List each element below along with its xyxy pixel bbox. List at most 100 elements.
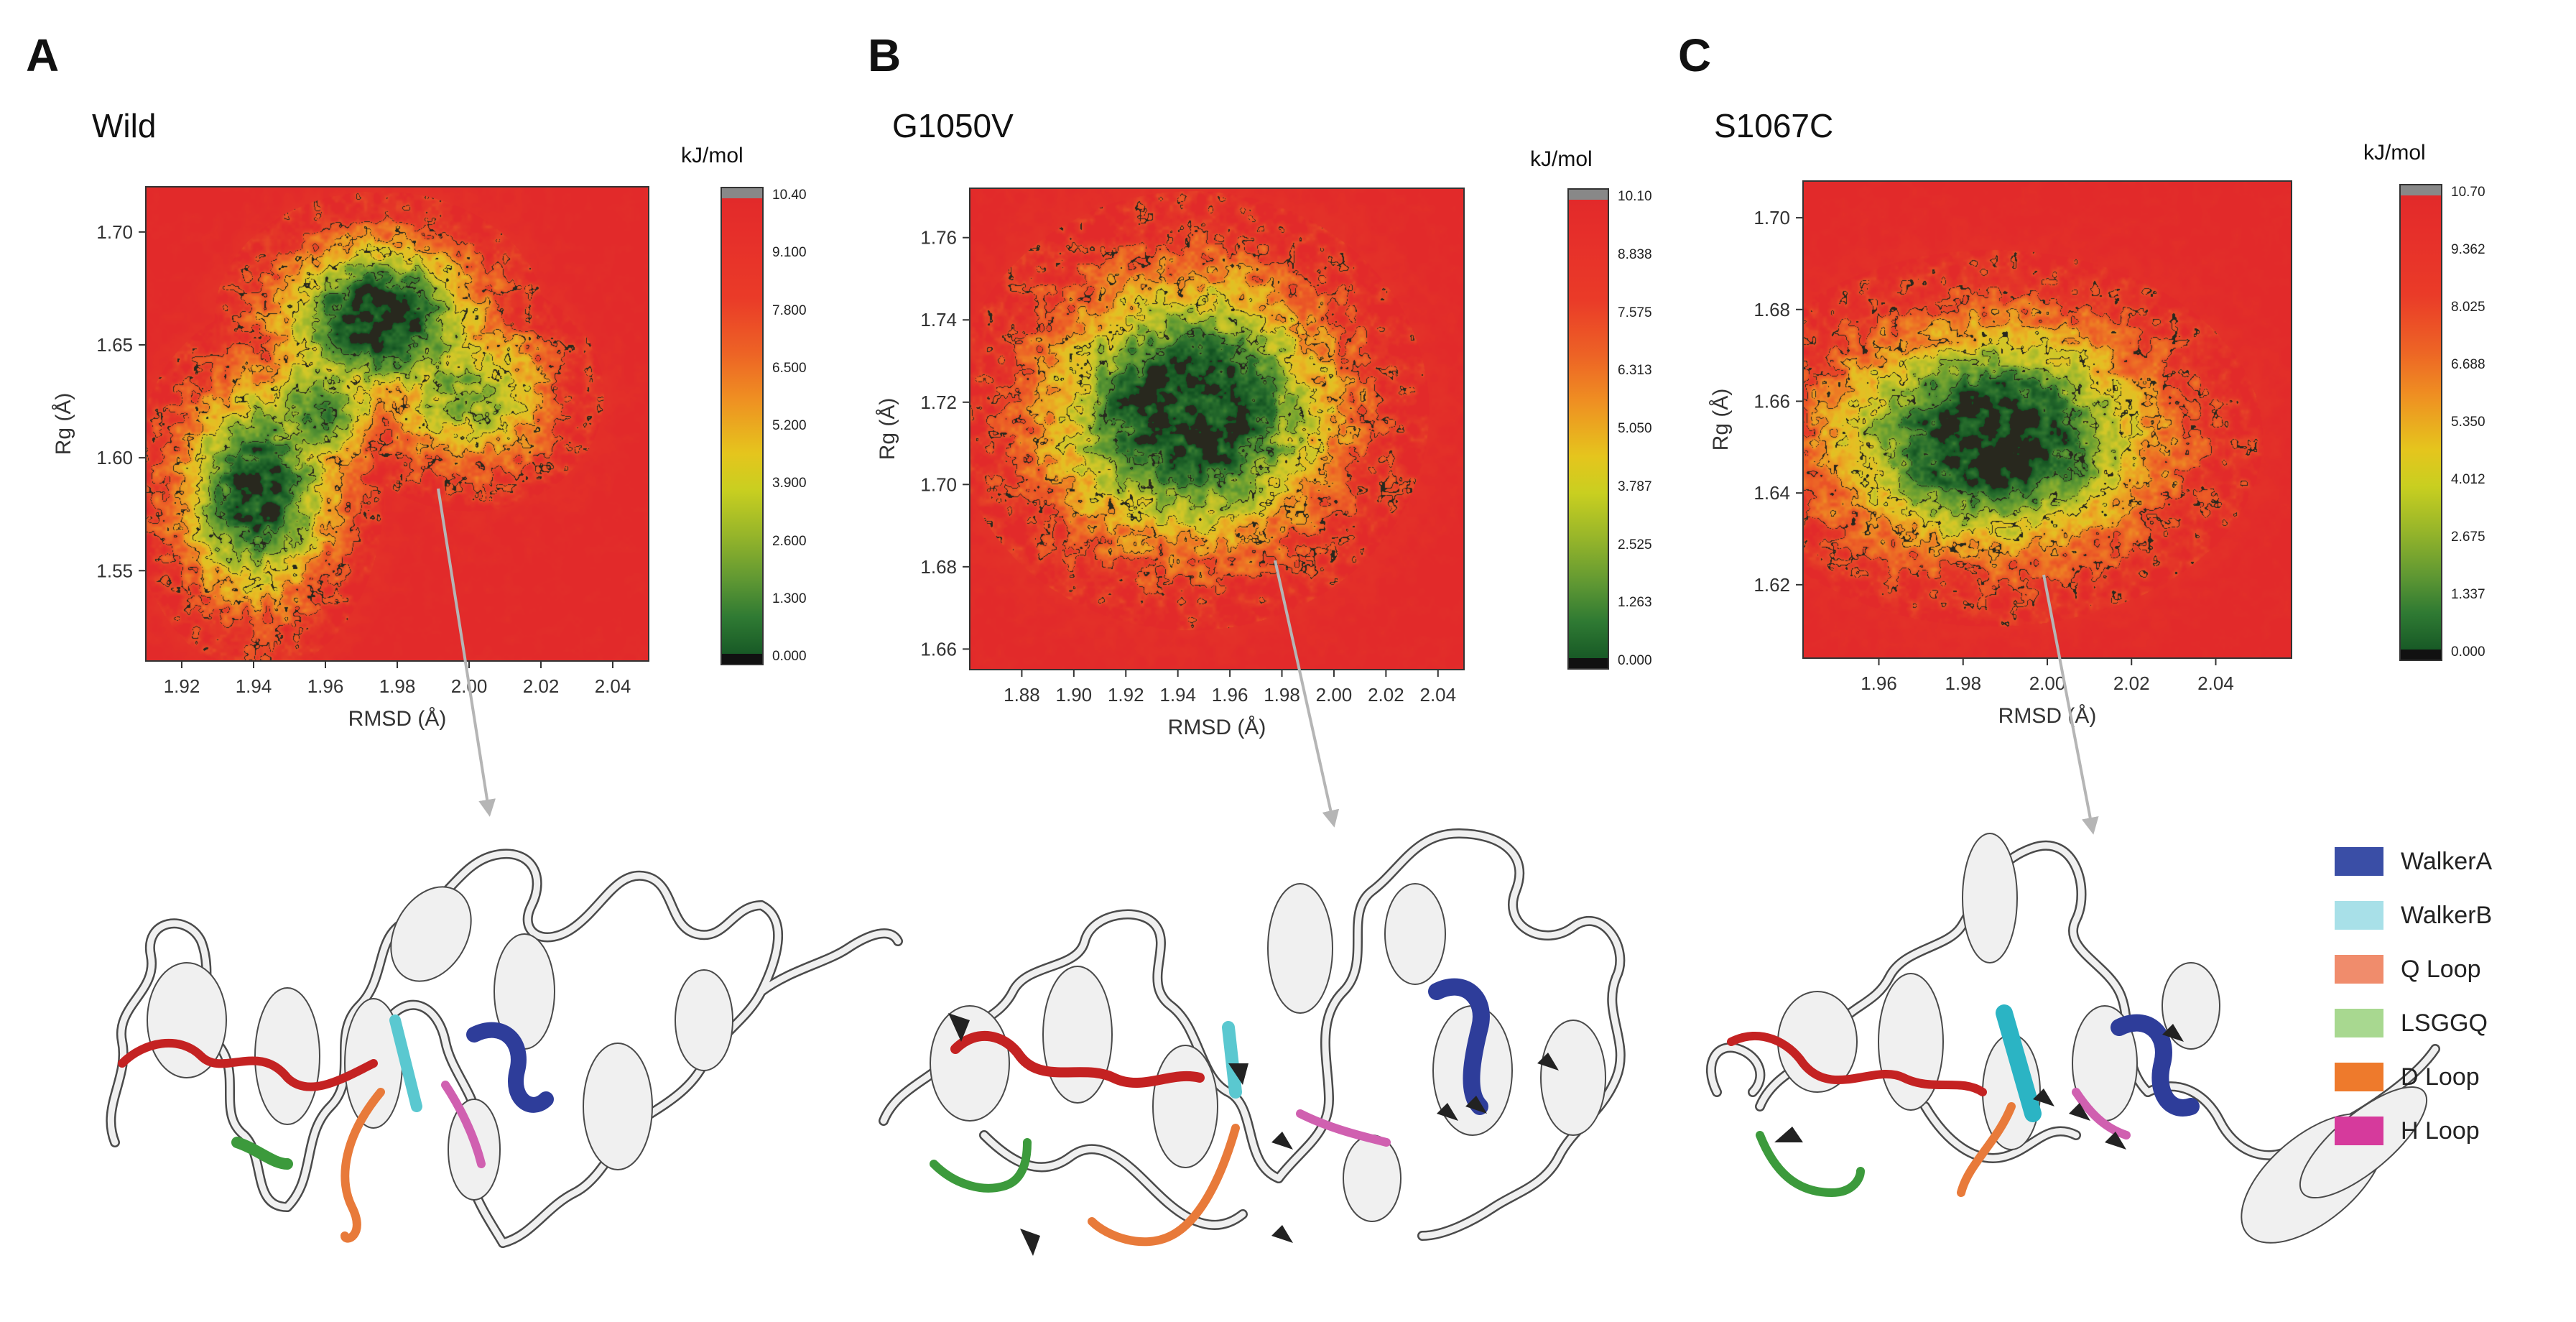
x-tick-label: 1.98 [379, 675, 416, 697]
panel-title: S1067C [1714, 107, 1834, 144]
y-tick-label: 1.70 [1753, 207, 1790, 228]
segment-blue [1428, 978, 1490, 1115]
colorbar-tick-label: 1.263 [1618, 595, 1652, 611]
segment-orange [1088, 1124, 1240, 1247]
colorbar-tick-label: 10.10 [1618, 189, 1652, 204]
protein-structure-s1067c [1705, 833, 2440, 1244]
legend-swatch [2335, 1117, 2383, 1145]
panel-c: C S1067C 1.62 1.64 1.66 1.68 1.70 1.96 1.98 2.… [1674, 0, 2521, 1322]
colorbar-tick-label: 6.688 [2451, 357, 2485, 372]
colorbar-tick-label: 3.787 [1618, 479, 1652, 494]
colorbar-title: kJ/mol [1530, 147, 1593, 171]
x-tick-label: 2.02 [1368, 684, 1404, 706]
colorbar-tick-label: 3.900 [772, 476, 807, 491]
y-tick-label: 1.74 [920, 309, 957, 330]
annotation-arrow [2162, 1024, 2184, 1042]
x-axis-label: RMSD (Å) [1168, 716, 1266, 739]
heatmap-frame [145, 186, 649, 662]
colorbar-title: kJ/mol [2363, 141, 2426, 165]
connector-arrow-c [2042, 574, 2099, 835]
x-tick-label: 1.94 [1159, 684, 1196, 706]
x-tick-label: 2.00 [2029, 672, 2066, 694]
y-tick-label: 1.65 [96, 334, 133, 356]
y-axis-label: Rg (Å) [876, 398, 899, 461]
y-tick-labels: 1.66 1.68 1.70 1.72 1.74 1.76 [920, 227, 970, 660]
x-tick-labels: 1.921.941.961.982.002.022.04 [164, 661, 631, 697]
y-tick-label: 1.68 [920, 556, 957, 578]
x-tick-label: 1.88 [1004, 684, 1040, 706]
free-energy-heatmap [146, 187, 649, 661]
colorbar-tick-label: 7.800 [772, 302, 807, 318]
annotation-arrow [2105, 1132, 2126, 1150]
colorbar [721, 187, 764, 665]
segment-cyan [1222, 1021, 1242, 1099]
colorbar [1567, 188, 1609, 670]
segment-cyan [389, 1014, 422, 1112]
colorbar-gradient [722, 198, 762, 654]
annotation-arrow [1271, 1225, 1293, 1243]
x-tick-label: 2.04 [2197, 672, 2234, 694]
legend-item-d-loop: D Loop [2335, 1060, 2550, 1096]
x-tick-label: 1.92 [164, 675, 200, 697]
y-tick-label: 1.68 [1753, 299, 1790, 320]
x-tick-labels: 1.88 1.90 1.92 1.94 1.96 1.98 2.00 2.02 2.04 [1004, 670, 1456, 706]
colorbar-tick-label: 9.362 [2451, 242, 2485, 257]
x-tick-label: 2.02 [523, 675, 560, 697]
colorbar-tick-label: 0.000 [772, 649, 807, 664]
colorbar-min-cap [722, 654, 762, 664]
segment-green [930, 1138, 1032, 1193]
panel-b: B G1050V 1.66 1.68 1.70 1.72 1.74 1.76 1.88 1.… [848, 0, 1695, 1322]
protein-structure-g1050v [879, 828, 1626, 1256]
x-tick-label: 1.90 [1056, 684, 1093, 706]
legend-label: WalkerB [2401, 902, 2493, 929]
legend-swatch [2335, 1009, 2383, 1037]
y-tick-label: 1.60 [96, 447, 133, 468]
free-energy-heatmap [1803, 181, 2292, 658]
colorbar-gradient [1569, 200, 1608, 658]
y-tick-label: 1.70 [920, 473, 957, 495]
legend-item-walkera: WalkerA [2335, 844, 2550, 880]
colorbar-tick-label: 2.525 [1618, 537, 1652, 553]
segment-blue [466, 1022, 554, 1113]
annotation-arrow [1437, 1103, 1458, 1121]
x-axis-label: RMSD (Å) [348, 707, 447, 731]
colorbar-tick-label: 9.100 [772, 245, 807, 261]
segment-green [1756, 1131, 1865, 1198]
legend-label: H Loop [2401, 1117, 2480, 1145]
annotation-arrow [2033, 1088, 2054, 1106]
colorbar-tick-label: 1.337 [2451, 587, 2485, 602]
connector-arrow-a [437, 488, 496, 817]
y-axis-label: Rg (Å) [52, 393, 75, 456]
legend-item-lsggq: LSGGQ [2335, 1006, 2550, 1042]
panel-letter: C [1678, 29, 1712, 81]
legend-swatch [2335, 955, 2383, 984]
legend-label: Q Loop [2401, 956, 2481, 983]
segment-pink [2072, 1088, 2131, 1140]
colorbar-tick-label: 5.350 [2451, 415, 2485, 430]
colorbar-tick-label: 6.313 [1618, 363, 1652, 379]
panel-letter: B [868, 29, 902, 81]
segment-pink [1296, 1109, 1391, 1147]
legend-item-walkerb: WalkerB [2335, 898, 2550, 934]
colorbar-tick-label: 8.838 [1618, 246, 1652, 262]
colorbar-tick-label: 0.000 [2451, 644, 2485, 660]
colorbar-tick-label: 4.012 [2451, 472, 2485, 487]
segment-pink [441, 1081, 486, 1168]
x-tick-label: 1.96 [307, 675, 344, 697]
legend-swatch [2335, 1063, 2383, 1091]
colorbar-tick-label: 2.600 [772, 533, 807, 549]
y-tick-label: 1.66 [1753, 390, 1790, 412]
free-energy-heatmap [970, 188, 1464, 670]
colorbar-tick-label: 10.40 [772, 188, 807, 203]
x-tick-label: 1.96 [1861, 672, 1897, 694]
colorbar-tick-label: 1.300 [772, 591, 807, 606]
x-tick-label: 1.96 [1212, 684, 1248, 706]
x-tick-label: 1.98 [1264, 684, 1300, 706]
annotation-arrow [1774, 1127, 1803, 1142]
colorbar-gradient [2401, 195, 2441, 650]
annotation-arrow [1465, 1096, 1487, 1114]
segment-blue [2111, 1014, 2200, 1117]
x-tick-label: 2.02 [2113, 672, 2150, 694]
segment-green [231, 1137, 293, 1170]
